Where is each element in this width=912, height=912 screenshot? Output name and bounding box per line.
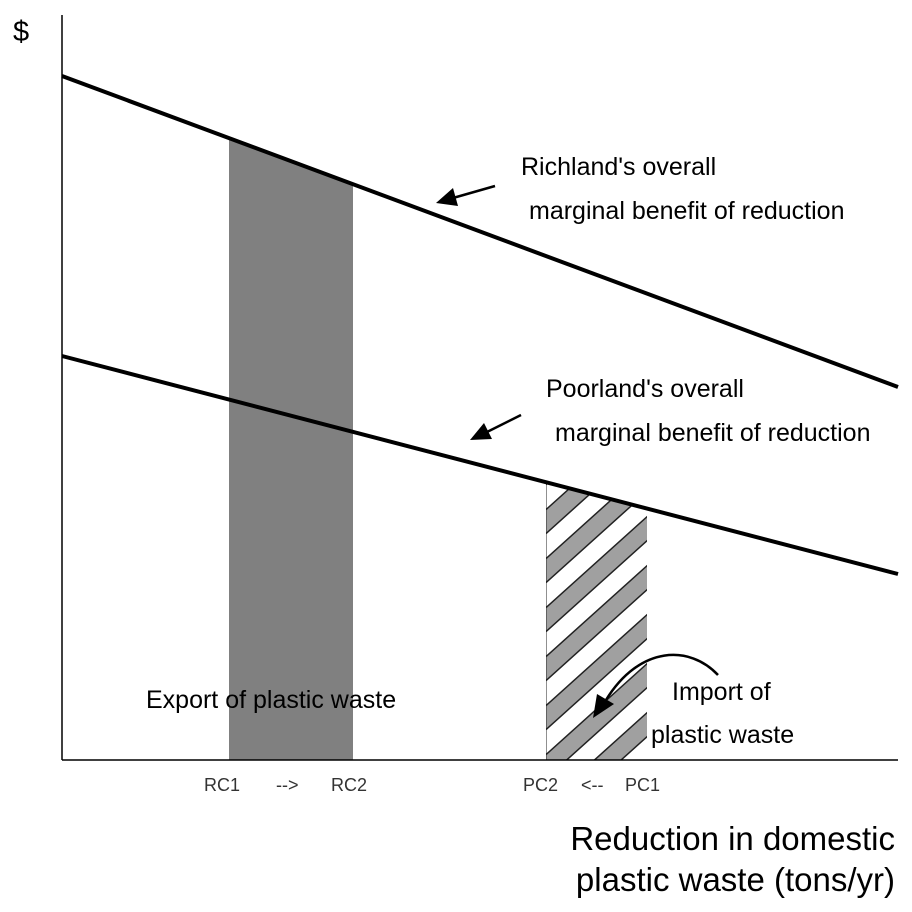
poorland-pointer-arrow bbox=[470, 413, 522, 440]
import-pointer-arrow bbox=[593, 653, 719, 718]
poorland-mb-line bbox=[61, 354, 899, 576]
hatch-stripe bbox=[546, 552, 647, 688]
tick-pc1: PC1 bbox=[625, 775, 660, 795]
tick-pc-arrow: <-- bbox=[581, 775, 604, 795]
hatch-stripe bbox=[546, 503, 647, 639]
x-axis-label-line1: Reduction in domestic bbox=[570, 820, 895, 857]
tick-rc1: RC1 bbox=[204, 775, 240, 795]
poorland-label-line1: Poorland's overall bbox=[546, 375, 744, 403]
richland-label-line1: Richland's overall bbox=[521, 153, 716, 181]
import-label-line1: Import of bbox=[672, 678, 771, 706]
import-label-line2: plastic waste bbox=[651, 721, 794, 749]
hatch-stripe bbox=[540, 260, 660, 392]
richland-pointer-arrow bbox=[436, 184, 496, 206]
tick-rc-arrow: --> bbox=[276, 775, 299, 795]
richland-mb-line bbox=[61, 74, 899, 389]
export-region bbox=[229, 140, 353, 760]
hatch-stripe bbox=[546, 650, 647, 760]
richland-label-line2: marginal benefit of reduction bbox=[529, 197, 844, 225]
tick-rc2: RC2 bbox=[331, 775, 367, 795]
y-axis-label: $ bbox=[13, 16, 29, 48]
x-axis-label-line2: plastic waste (tons/yr) bbox=[576, 861, 895, 898]
export-label: Export of plastic waste bbox=[146, 686, 396, 714]
hatch-stripe bbox=[546, 601, 647, 737]
tick-pc2: PC2 bbox=[523, 775, 558, 795]
hatch-stripe bbox=[546, 699, 647, 760]
import-region bbox=[540, 260, 660, 760]
poorland-label-line2: marginal benefit of reduction bbox=[555, 419, 870, 447]
hatch-stripe bbox=[546, 481, 647, 541]
